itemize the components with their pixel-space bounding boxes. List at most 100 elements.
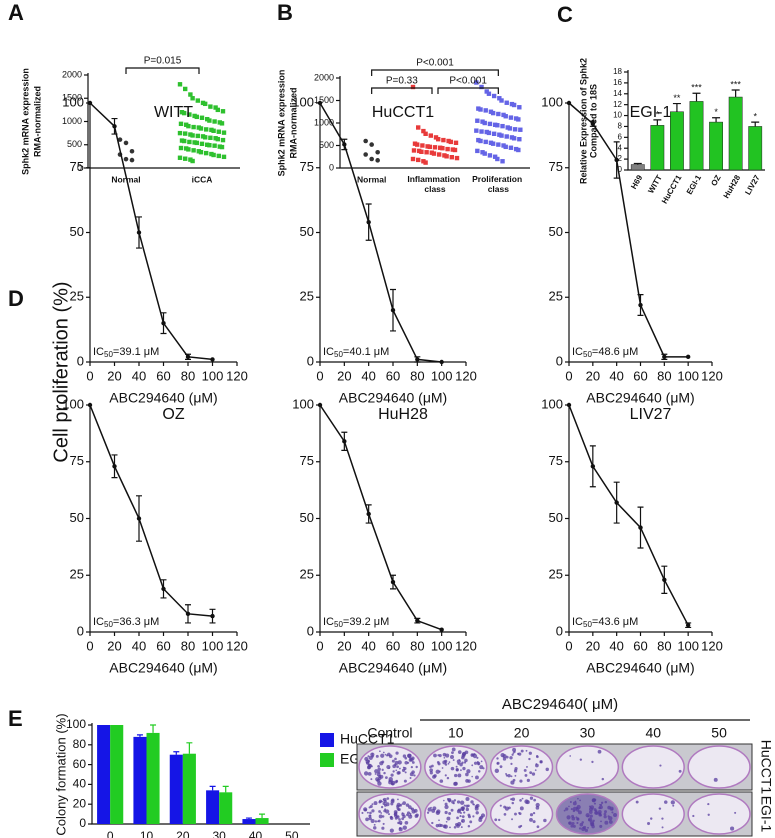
- dot: [486, 91, 492, 96]
- dot: [410, 156, 416, 162]
- colony: [519, 799, 522, 802]
- colony: [480, 760, 483, 763]
- colony: [475, 811, 479, 815]
- colony: [397, 798, 399, 801]
- colony: [463, 811, 466, 814]
- dot: [129, 157, 135, 163]
- colony: [449, 755, 455, 760]
- colony: [462, 766, 466, 771]
- error-bar: [731, 89, 740, 98]
- colony: [457, 808, 462, 812]
- colony: [426, 811, 430, 814]
- colony: [532, 820, 536, 824]
- y-tick-label: 25: [300, 567, 314, 582]
- y-tick-label: 8: [618, 122, 623, 131]
- dot: [204, 150, 209, 156]
- error-bar: [692, 92, 701, 102]
- colony: [436, 760, 440, 764]
- dot: [512, 127, 518, 132]
- y-tick-label: 0: [307, 353, 314, 368]
- x-axis-label: ABC294640 (μM): [109, 660, 217, 676]
- panel-letter: D: [8, 286, 24, 311]
- colony: [529, 818, 533, 822]
- point: [210, 357, 215, 362]
- ic50-sub: 50: [583, 350, 592, 359]
- well: [555, 745, 620, 789]
- dot: [504, 134, 509, 139]
- error-bar: [712, 117, 721, 123]
- colony: [576, 817, 579, 821]
- chart-title: LIV27: [630, 406, 672, 423]
- colony: [394, 760, 399, 765]
- chart-title: OZ: [162, 406, 184, 423]
- colony: [494, 768, 499, 774]
- y-tick-label: 60: [73, 757, 87, 771]
- colony: [386, 797, 390, 800]
- colony: [511, 797, 516, 801]
- error-bar: [672, 102, 681, 112]
- dot: [207, 118, 212, 123]
- dot: [419, 149, 424, 154]
- dot: [203, 101, 208, 107]
- colony: [510, 775, 513, 778]
- dot: [487, 121, 493, 127]
- dot: [416, 125, 421, 130]
- colony: [499, 804, 502, 807]
- colony: [375, 754, 379, 758]
- colony: [407, 761, 410, 764]
- point: [87, 402, 93, 408]
- x-axis-label: ABC294640 (μM): [586, 660, 694, 676]
- colony: [374, 773, 377, 775]
- panel-letter: A: [8, 0, 24, 25]
- error-bar: [661, 353, 668, 361]
- colony: [392, 770, 395, 773]
- label-line: class: [424, 184, 446, 194]
- error-bar: [209, 785, 216, 791]
- dot: [503, 114, 508, 119]
- colony: [520, 749, 524, 753]
- x-tick-label: 60: [156, 638, 170, 653]
- colony: [579, 758, 583, 761]
- y-tick-label: 0: [329, 162, 334, 172]
- colony: [594, 809, 598, 813]
- x-tick-label: 100: [202, 368, 224, 383]
- y-tick-label: 80: [73, 737, 87, 751]
- colony: [584, 828, 589, 832]
- dot: [183, 156, 188, 161]
- colony: [361, 811, 364, 814]
- dot: [177, 82, 183, 87]
- error-bar: [365, 203, 372, 241]
- y-tick-label: 4: [618, 143, 623, 152]
- dot: [495, 123, 500, 128]
- colony: [528, 751, 532, 755]
- colony: [607, 815, 610, 818]
- y-tick-label: 20: [73, 796, 87, 810]
- colony: [568, 805, 570, 808]
- dot: [220, 137, 226, 143]
- dot: [363, 152, 368, 157]
- dot: [486, 130, 492, 136]
- dot: [511, 136, 517, 141]
- error-bar: [390, 288, 396, 332]
- dot: [421, 128, 426, 134]
- dot: [212, 143, 217, 148]
- dot: [453, 140, 459, 145]
- dot: [411, 148, 417, 153]
- colony: [379, 761, 384, 766]
- colony: [577, 810, 582, 815]
- y-axis-label: RMA-normalized: [288, 87, 298, 158]
- colony: [384, 753, 387, 756]
- colony: [402, 754, 407, 758]
- colony: [568, 821, 572, 825]
- colony: [402, 801, 406, 805]
- colony: [377, 770, 381, 774]
- colony: [447, 762, 450, 765]
- colony: [444, 763, 448, 766]
- colony: [381, 826, 385, 830]
- x-tick-label: 0: [316, 638, 323, 653]
- dot: [208, 135, 213, 140]
- y-tick-label: 18: [613, 67, 622, 76]
- colony: [436, 811, 438, 813]
- dot: [178, 145, 184, 151]
- dot: [479, 84, 484, 90]
